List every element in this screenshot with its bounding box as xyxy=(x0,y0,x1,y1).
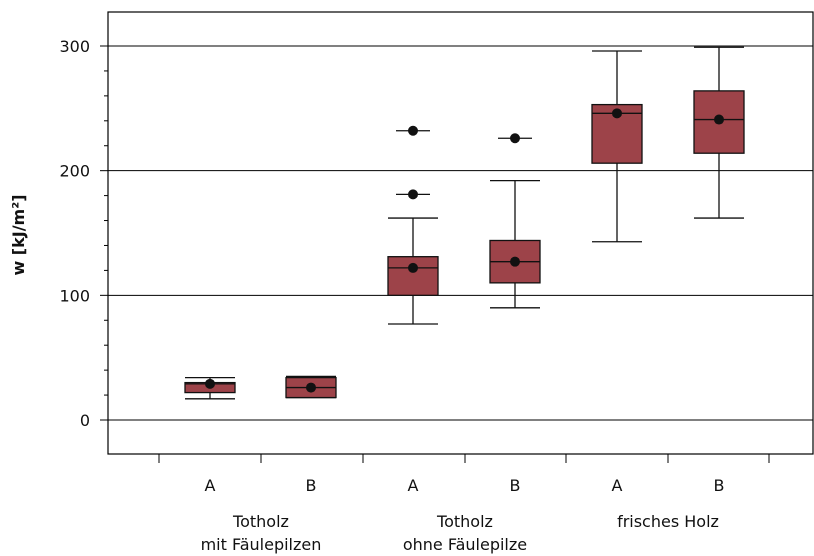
group-label: Totholz xyxy=(232,512,289,531)
box-5 xyxy=(591,50,643,243)
boxes-layer xyxy=(184,46,745,400)
group-label: ohne Fäulepilze xyxy=(403,535,527,554)
group-label: mit Fäulepilzen xyxy=(201,535,322,554)
mean-marker xyxy=(408,262,418,273)
group-label: Totholz xyxy=(436,512,493,531)
y-tick-label: 0 xyxy=(80,411,90,430)
mean-marker xyxy=(714,114,724,125)
y-axis-label: w [kJ/m²] xyxy=(9,194,28,275)
box-6 xyxy=(693,46,745,219)
group-label: frisches Holz xyxy=(617,512,719,531)
outlier-point xyxy=(510,133,520,144)
x-category-label: B xyxy=(306,476,317,495)
x-category-label: A xyxy=(408,476,419,495)
box-3 xyxy=(387,125,439,325)
outlier-point xyxy=(408,189,418,200)
box-body xyxy=(387,256,439,296)
box-2 xyxy=(285,375,337,399)
mean-marker xyxy=(612,108,622,119)
mean-marker xyxy=(306,382,316,393)
y-tick-label: 100 xyxy=(59,286,90,305)
y-tick-label: 200 xyxy=(59,162,90,181)
box-1 xyxy=(184,376,236,400)
outlier-point xyxy=(408,125,418,136)
group-labels: Totholz mit Fäulepilzen Totholz ohne Fäulep… xyxy=(201,512,719,554)
box-body xyxy=(693,90,745,154)
x-category-label: A xyxy=(205,476,216,495)
y-tick-label: 300 xyxy=(59,37,90,56)
mean-marker xyxy=(205,378,215,389)
x-category-label: B xyxy=(510,476,521,495)
box-4 xyxy=(489,133,541,309)
x-category-label: A xyxy=(612,476,623,495)
mean-marker xyxy=(510,256,520,267)
gridlines xyxy=(108,45,813,421)
x-axis-ticks xyxy=(158,454,770,463)
x-category-label: B xyxy=(714,476,725,495)
y-axis-ticks: 0 100 200 300 xyxy=(59,37,108,430)
plot-frame xyxy=(107,11,814,455)
